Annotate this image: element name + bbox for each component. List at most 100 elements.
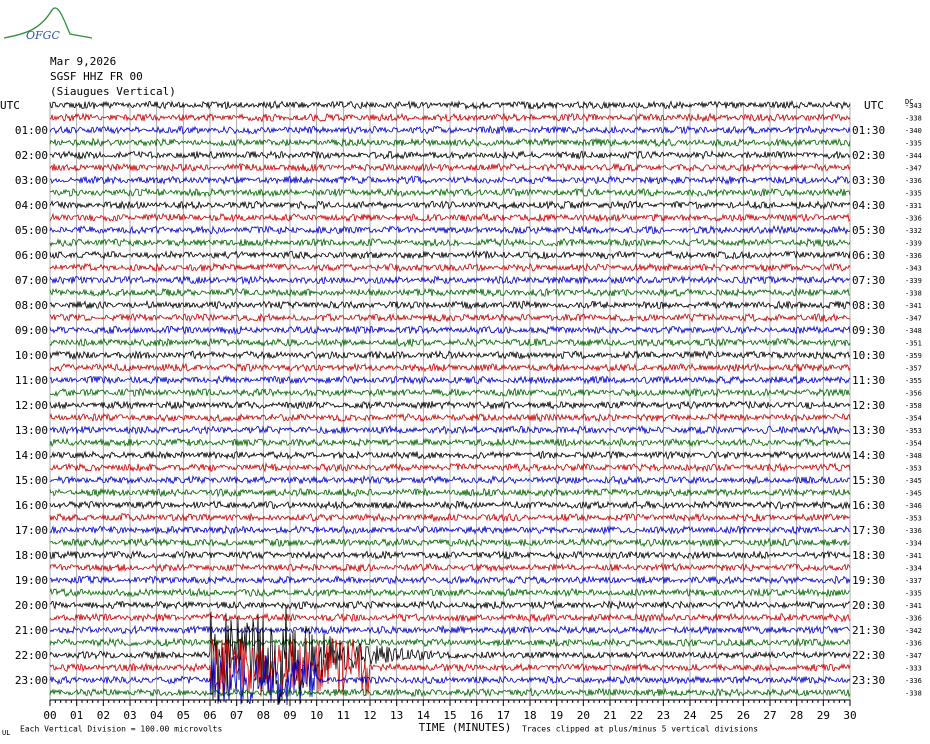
- dc-value: -337: [905, 577, 922, 585]
- dc-value: -335: [905, 590, 922, 598]
- dc-value: -342: [905, 627, 922, 635]
- dc-value: -336: [905, 252, 922, 260]
- half-hour-label: 17:30: [852, 524, 885, 537]
- x-tick-label: 28: [790, 709, 803, 722]
- station: SGSF HHZ FR 00: [50, 70, 143, 83]
- half-hour-label: 08:30: [852, 299, 885, 312]
- hour-label: 17:00: [15, 524, 48, 537]
- dc-value: -341: [905, 552, 922, 560]
- x-tick-label: 19: [550, 709, 563, 722]
- x-tick-label: 04: [150, 709, 164, 722]
- hour-label: 02:00: [15, 149, 48, 162]
- half-hour-label: 05:30: [852, 224, 885, 237]
- half-hour-label: 11:30: [852, 374, 885, 387]
- half-hour-label: 21:30: [852, 624, 885, 637]
- dc-value: -354: [905, 415, 922, 423]
- dc-value: -332: [905, 227, 922, 235]
- dc-value: -346: [905, 502, 922, 510]
- dc-value: -359: [905, 352, 922, 360]
- x-tick-label: 25: [710, 709, 723, 722]
- half-hour-label: 07:30: [852, 274, 885, 287]
- x-tick-label: 21: [603, 709, 616, 722]
- dc-value: -340: [905, 127, 922, 135]
- half-hour-label: 09:30: [852, 324, 885, 337]
- x-tick-label: 03: [123, 709, 136, 722]
- dc-value: -336: [905, 640, 922, 648]
- hour-label: 21:00: [15, 624, 48, 637]
- dc-value: -347: [905, 652, 922, 660]
- dc-value: -348: [905, 327, 922, 335]
- half-hour-label: 01:30: [852, 124, 885, 137]
- dc-value: -331: [905, 202, 922, 210]
- dc-value: -339: [905, 240, 922, 248]
- x-tick-label: 15: [443, 709, 456, 722]
- dc-value: -357: [905, 365, 922, 373]
- half-hour-label: 04:30: [852, 199, 885, 212]
- dc-value: -336: [905, 677, 922, 685]
- hour-label: 04:00: [15, 199, 48, 212]
- dc-value: -345: [905, 477, 922, 485]
- hour-label: 16:00: [15, 499, 48, 512]
- hour-label: 15:00: [15, 474, 48, 487]
- hour-label: 01:00: [15, 124, 48, 137]
- time-axis-title: TIME (MINUTES): [419, 721, 512, 734]
- dc-value: -333: [905, 665, 922, 673]
- dc-value: -343: [905, 265, 922, 273]
- clip-note: Traces clipped at plus/minus 5 vertical …: [522, 725, 758, 734]
- hour-label: 18:00: [15, 549, 48, 562]
- dc-value: -348: [905, 452, 922, 460]
- hour-label: 12:00: [15, 399, 48, 412]
- dc-value: -338: [905, 690, 922, 698]
- hour-label: 20:00: [15, 599, 48, 612]
- hour-label: 08:00: [15, 299, 48, 312]
- hour-label: 14:00: [15, 449, 48, 462]
- x-tick-label: 05: [177, 709, 190, 722]
- hour-label: 06:00: [15, 249, 48, 262]
- logo-text: OFGC: [26, 29, 60, 42]
- half-hour-label: 22:30: [852, 649, 885, 662]
- half-hour-label: 06:30: [852, 249, 885, 262]
- x-tick-label: 24: [683, 709, 697, 722]
- x-tick-label: 09: [283, 709, 296, 722]
- x-tick-label: 07: [230, 709, 243, 722]
- half-hour-label: 18:30: [852, 549, 885, 562]
- dc-value: -334: [905, 540, 922, 548]
- half-hour-label: 14:30: [852, 449, 885, 462]
- dc-value: -338: [905, 290, 922, 298]
- dc-value: -339: [905, 277, 922, 285]
- hour-label: 22:00: [15, 649, 48, 662]
- half-hour-label: 03:30: [852, 174, 885, 187]
- dc-value: -347: [905, 165, 922, 173]
- left-axis-title: UTC: [0, 99, 20, 112]
- dc-value: -336: [905, 527, 922, 535]
- corner-mark: UL: [2, 729, 10, 737]
- dc-value: -341: [905, 602, 922, 610]
- x-tick-label: 12: [363, 709, 376, 722]
- dc-value: -336: [905, 177, 922, 185]
- dc-value: -338: [905, 115, 922, 123]
- hour-label: 03:00: [15, 174, 48, 187]
- x-tick-label: 29: [817, 709, 830, 722]
- half-hour-label: 12:30: [852, 399, 885, 412]
- half-hour-label: 10:30: [852, 349, 885, 362]
- x-tick-label: 13: [390, 709, 403, 722]
- dc-value: -355: [905, 377, 922, 385]
- x-tick-label: 27: [763, 709, 776, 722]
- hour-label: 05:00: [15, 224, 48, 237]
- dc-value: -351: [905, 340, 922, 348]
- half-hour-label: 02:30: [852, 149, 885, 162]
- hour-label: 07:00: [15, 274, 48, 287]
- half-hour-label: 19:30: [852, 574, 885, 587]
- x-tick-label: 20: [577, 709, 590, 722]
- x-tick-label: 30: [843, 709, 856, 722]
- dc-value: -336: [905, 215, 922, 223]
- x-tick-label: 01: [70, 709, 83, 722]
- half-hour-label: 23:30: [852, 674, 885, 687]
- x-tick-label: 10: [310, 709, 323, 722]
- dc-value: -354: [905, 440, 922, 448]
- dc-value: -334: [905, 565, 922, 573]
- half-hour-label: 15:30: [852, 474, 885, 487]
- date: Mar 9,2026: [50, 55, 116, 68]
- hour-label: 10:00: [15, 349, 48, 362]
- helicorder: OFGC Mar 9,2026 SGSF HHZ FR 00 (Siaugues…: [0, 0, 930, 744]
